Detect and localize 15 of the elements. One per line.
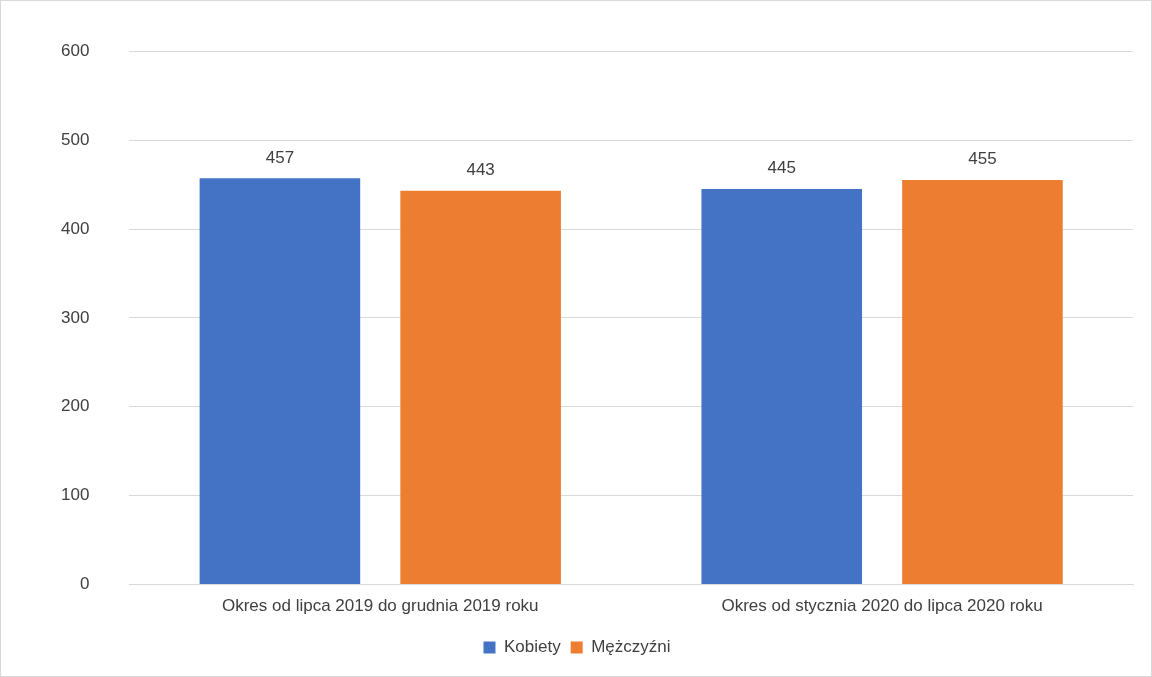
y-tick-label: 0 [79,574,90,594]
y-tick-label: 500 [60,129,90,149]
y-tick-label: 100 [60,485,90,505]
data-label: 457 [265,147,295,167]
legend-label: Kobiety [503,637,562,657]
data-label: 445 [767,158,796,178]
data-label: 455 [968,149,997,169]
legend-label: Mężczyźni [591,637,671,657]
y-tick-label: 600 [60,40,90,60]
x-tick-label: Okres od stycznia 2020 do lipca 2020 roku [721,596,1043,616]
data-label: 443 [466,159,495,179]
y-tick-label: 300 [60,307,90,327]
y-tick-label: 200 [60,396,90,416]
x-tick-label: Okres od lipca 2019 do grudnia 2019 roku [221,596,539,616]
y-tick-label: 400 [60,218,90,238]
